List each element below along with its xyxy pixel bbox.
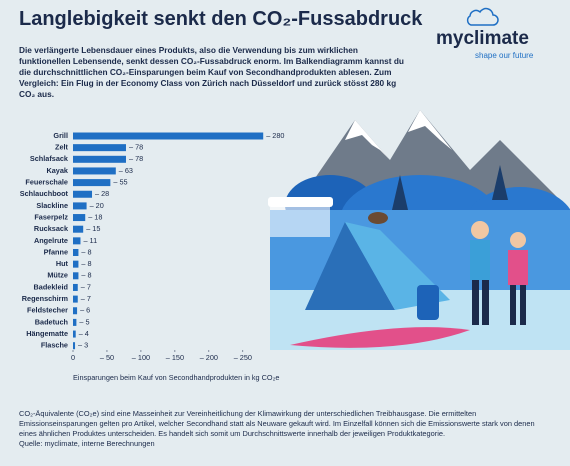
bar (73, 167, 116, 175)
category-label: Hut (56, 259, 69, 268)
bar (73, 155, 126, 163)
chart: 0 – 50 – 100 – 150 – 200 – 250 Einsparungen be… (20, 7, 570, 382)
value-label: – 8 (81, 259, 91, 268)
category-label: Kayak (46, 166, 68, 175)
bar (73, 283, 78, 291)
category-label: Feldstecher (27, 306, 68, 315)
bar (73, 295, 78, 303)
value-label: – 78 (129, 154, 143, 163)
value-label: – 7 (81, 282, 91, 291)
bar (73, 190, 93, 198)
bar (73, 318, 77, 326)
x-tick-label: 0 (71, 353, 75, 362)
footnote: CO₂-Äquivalente (CO₂e) sind eine Massein… (19, 409, 549, 449)
bar (73, 237, 81, 245)
value-label: – 11 (83, 236, 97, 245)
category-label: Feuerschale (25, 178, 68, 187)
x-tick-label: – 50 (100, 353, 114, 362)
footnote-text: CO₂-Äquivalente (CO₂e) sind eine Massein… (19, 409, 535, 438)
category-label: Regenschirm (22, 294, 69, 303)
value-label: – 18 (88, 212, 102, 221)
value-label: – 78 (129, 143, 143, 152)
value-label: – 8 (81, 247, 91, 256)
category-label: Pfanne (44, 247, 68, 256)
category-label: Schlauchboot (20, 189, 69, 198)
category-label: Slackline (36, 201, 68, 210)
bar (73, 342, 76, 350)
x-tick-label: – 250 (234, 353, 252, 362)
value-label: – 5 (79, 317, 89, 326)
value-label: – 15 (86, 224, 100, 233)
value-label: – 280 (266, 131, 284, 140)
value-label: – 28 (95, 189, 109, 198)
bar (73, 307, 78, 315)
x-tick-label: – 200 (200, 353, 218, 362)
category-label: Badetuch (35, 317, 68, 326)
logo-cloud (466, 7, 499, 26)
category-label: Faserpelz (34, 212, 68, 221)
category-label: Flasche (41, 341, 68, 350)
bar (73, 225, 84, 233)
category-label: Hängematte (26, 329, 68, 338)
value-label: – 20 (90, 201, 104, 210)
value-label: – 7 (81, 294, 91, 303)
illustration (268, 110, 570, 350)
bar (73, 330, 76, 338)
value-label: – 6 (80, 306, 90, 315)
bar (73, 132, 264, 140)
logo: myclimate (436, 28, 529, 49)
value-label: – 63 (119, 166, 133, 175)
category-label: Schlafsack (30, 154, 69, 163)
category-label: Badekleid (34, 282, 68, 291)
value-label: – 8 (81, 271, 91, 280)
category-label: Mütze (47, 271, 68, 280)
x-axis-title: Einsparungen beim Kauf von Secondhandpro… (73, 373, 279, 382)
bar (73, 249, 79, 256)
category-label: Angelrute (34, 236, 68, 245)
bar (73, 202, 87, 210)
category-label: Zelt (55, 143, 69, 152)
slogan: shape our future (475, 51, 534, 60)
value-label: – 4 (79, 329, 89, 338)
category-label: Rucksack (34, 224, 69, 233)
category-label: Grill (53, 131, 68, 140)
title: Langlebigkeit senkt den CO₂-Fussabdruck (19, 8, 423, 30)
x-tick-label: – 150 (166, 353, 184, 362)
bar (73, 144, 126, 152)
bar (73, 260, 79, 268)
source: Quelle: myclimate, interne Berechnungen (19, 439, 155, 448)
intro: Die verlängerte Lebensdauer eines Produk… (19, 45, 404, 99)
bar (73, 272, 79, 280)
bar (73, 214, 86, 222)
x-tick-label: – 100 (132, 353, 150, 362)
bar (73, 179, 111, 187)
value-label: – 3 (78, 341, 88, 350)
value-label: – 55 (113, 178, 127, 187)
